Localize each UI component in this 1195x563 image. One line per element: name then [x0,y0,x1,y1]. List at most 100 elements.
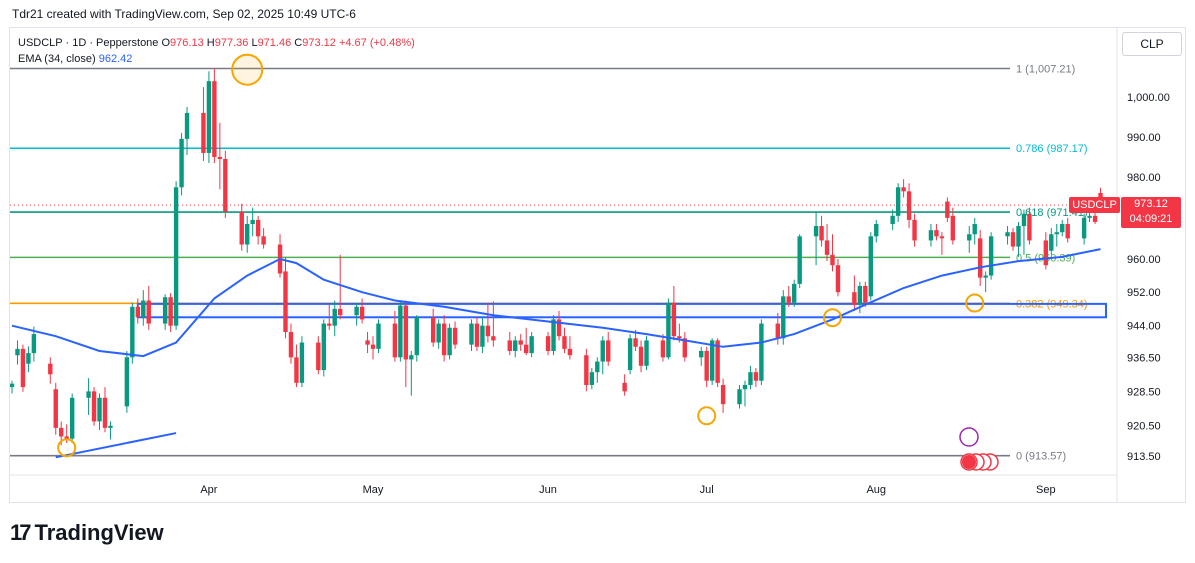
candle-body-down [835,265,841,293]
candle-body-up [868,236,873,297]
candle-body-up [245,224,250,245]
candle-body-up [354,306,359,316]
highlight-circle-marker [231,53,264,86]
candle-body-up [589,372,595,385]
candle-body-up [983,275,988,278]
candle-body-up [857,285,863,305]
candle-body-down [863,285,868,303]
close-label: C [294,37,303,49]
open-label: O [161,37,171,49]
candle-body-up [184,112,190,139]
candle-body-up [414,317,419,356]
candle-body-up [988,236,994,276]
candle-body-down [1092,215,1098,222]
price-axis-tick-label: 944.00 [1127,321,1161,333]
candle-body-down [545,336,551,351]
candle-body-up [627,338,633,371]
legend-ema-row: EMA (34, close) 962.42 [18,51,415,67]
candle-body-down [824,240,830,255]
candle-body-down [1027,213,1032,241]
candle-body-up [1087,215,1092,218]
lightning-event-icon [959,427,979,447]
candle-body-up [737,389,742,405]
candle-body-down [677,336,682,339]
tradingview-logo[interactable]: 17 TradingView [10,520,164,546]
candle-body-down [64,436,69,439]
candle-body-down [452,327,458,345]
price-tag-price: 973.12 [1134,198,1168,210]
legend-ohlc-row: USDCLP · 1D · Pepperstone O976.13 H977.3… [18,35,415,51]
candle-body-down [1010,232,1016,247]
candle-body-up [967,234,972,241]
candle-body-down [212,81,217,157]
candle-body-down [622,382,627,392]
candle-body-up [742,384,748,390]
candle-body-down [201,112,206,153]
candle-body-down [906,191,912,220]
candle-body-up [595,361,600,373]
low-value: 971.46 [257,37,292,49]
candle-body-down [562,336,567,349]
candle-body-down [403,305,409,360]
candle-body-down [327,323,332,326]
candle-body-up [436,323,441,343]
price-axis-tick-label: 960.00 [1127,254,1161,266]
candle-body-down [939,236,945,239]
ema-label[interactable]: EMA (34, close) [18,53,96,65]
candle-body-up [759,323,764,381]
candle-body-up [409,355,414,360]
candle-body-down [365,340,370,345]
candle-body-up [781,296,786,339]
candle-body-up [797,236,802,284]
time-axis-label: Jul [700,484,714,496]
candle-body-down [584,355,589,385]
ema-line [11,248,1101,358]
candle-body-up [26,353,31,364]
candle-body-up [644,340,649,366]
symbol-line[interactable]: USDCLP · 1D · Pepperstone [18,37,159,49]
candle-body-down [523,344,529,354]
candle-body-down [977,238,983,278]
candle-body-up [31,334,37,354]
highlight-circle-marker [57,438,77,458]
candle-body-up [529,336,534,354]
candle-body-up [108,425,113,428]
high-label: H [206,37,215,49]
candle-body-down [59,427,64,437]
candle-body-down [474,323,480,347]
candle-body-down [945,201,950,218]
candle-body-up [972,224,977,235]
candle-body-down [830,254,835,266]
candle-body-down [370,344,376,349]
time-axis-label: Aug [866,484,886,496]
candle-body-up [321,323,326,371]
candle-body-up [86,391,91,398]
candle-body-up [469,323,474,345]
candle-body-down [950,215,956,241]
highlight-circle-marker [697,406,717,426]
currency-button[interactable]: CLP [1122,32,1182,56]
candle-body-up [15,348,20,356]
price-tag-symbol: USDCLP [1069,197,1120,213]
candle-body-up [206,81,212,153]
candle-body-down [91,391,97,422]
price-axis-tick-label: 1,000.00 [1127,92,1170,104]
candle-body-up [895,187,901,216]
low-label: L [251,37,258,49]
candle-body-up [1016,226,1021,247]
candle-body-up [699,350,704,358]
close-value: 973.12 [302,37,336,49]
price-axis-tick-label: 913.50 [1127,451,1161,463]
candle-body-down [682,338,688,358]
open-value: 976.13 [170,37,204,49]
candle-body-down [217,156,223,159]
price-axis-tick-label: 928.50 [1127,386,1161,398]
candle-body-down [294,357,299,383]
candle-body-down [135,306,141,318]
fib-level-label: 0 (913.57) [1016,451,1066,463]
candle-body-down [168,297,173,326]
candle-body-down [775,323,780,339]
candle-body-down [338,308,343,316]
candle-body-up [69,397,75,439]
